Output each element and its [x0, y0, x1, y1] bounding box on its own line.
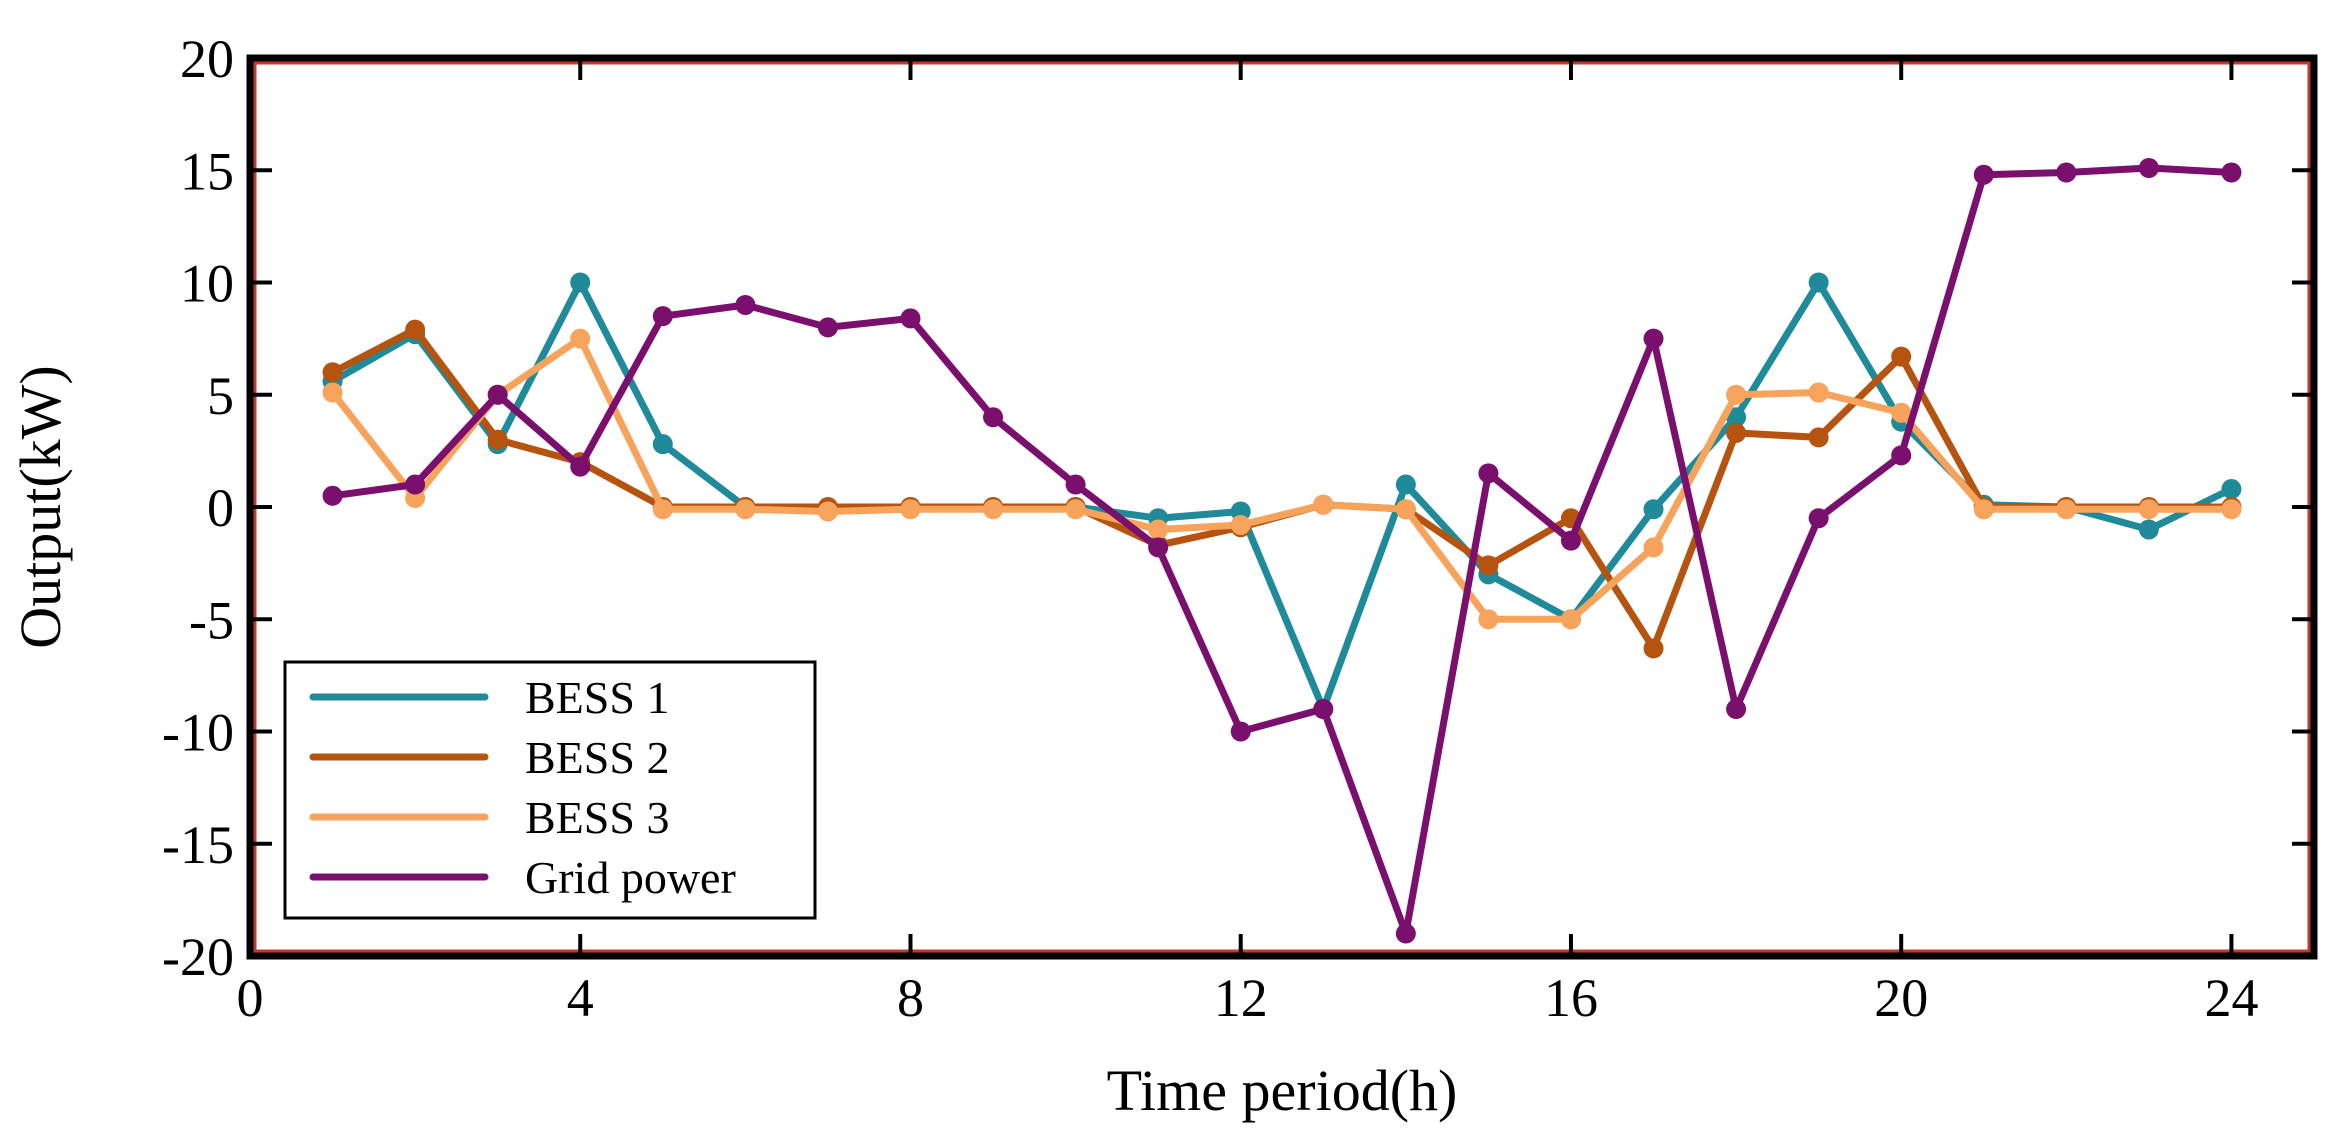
data-point [1973, 164, 1994, 185]
data-point [1891, 346, 1912, 367]
data-point [652, 306, 673, 327]
data-point [1973, 499, 1994, 520]
data-point [2056, 499, 2077, 520]
x-tick-label: 24 [2204, 968, 2258, 1028]
series-layer [322, 158, 2242, 944]
y-axis: -20 -15 -10 -5 0 5 10 15 20 [162, 29, 2314, 987]
data-point [1808, 427, 1829, 448]
data-point [983, 407, 1004, 428]
data-point [570, 328, 591, 349]
data-point [1726, 407, 1747, 428]
data-point [1643, 328, 1664, 349]
data-point [735, 499, 756, 520]
data-point [1230, 721, 1251, 742]
data-point [1891, 445, 1912, 466]
data-point [2138, 519, 2159, 540]
data-point [1808, 508, 1829, 529]
data-point [405, 319, 426, 340]
data-point [1478, 609, 1499, 630]
data-point [817, 317, 838, 338]
data-point [652, 499, 673, 520]
data-point [322, 382, 343, 403]
data-point [2221, 162, 2242, 183]
legend: BESS 1 BESS 2 BESS 3 Grid power [283, 660, 817, 920]
y-tick-label: -10 [162, 703, 234, 763]
y-tick-label: -5 [189, 590, 234, 650]
data-point [322, 362, 343, 383]
y-tick-label: 10 [180, 254, 234, 314]
data-point [1726, 699, 1747, 720]
x-tick-label: 16 [1544, 968, 1598, 1028]
y-tick-label: -20 [162, 927, 234, 987]
y-tick-label: 20 [180, 29, 234, 89]
y-tick-label: 5 [207, 366, 234, 426]
data-point [322, 485, 343, 506]
x-tick-label: 0 [237, 968, 264, 1028]
series-4 [322, 158, 2242, 944]
data-point [1560, 530, 1581, 551]
y-axis-title: Output(kW) [8, 365, 73, 649]
x-axis-title: Time period(h) [1107, 1058, 1458, 1123]
series-line [329, 164, 2235, 937]
data-point [1891, 402, 1912, 423]
data-point [2221, 499, 2242, 520]
data-point [2138, 158, 2159, 179]
data-point [1726, 384, 1747, 405]
x-tick-label: 8 [897, 968, 924, 1028]
data-point [2138, 499, 2159, 520]
x-tick-label: 4 [567, 968, 594, 1028]
data-point [1643, 499, 1664, 520]
legend-label: BESS 3 [525, 792, 669, 843]
data-point [1395, 499, 1416, 520]
data-point [1148, 519, 1169, 540]
data-point [1230, 514, 1251, 535]
data-point [983, 499, 1004, 520]
data-point [570, 456, 591, 477]
data-point [735, 294, 756, 315]
data-point [817, 501, 838, 522]
data-point [900, 308, 921, 329]
data-point [900, 499, 921, 520]
y-tick-label: 0 [207, 478, 234, 538]
data-point [1065, 499, 1086, 520]
data-point [1808, 272, 1829, 293]
data-point [570, 272, 591, 293]
data-point [1065, 474, 1086, 495]
data-point [487, 384, 508, 405]
y-tick-label: 15 [180, 141, 234, 201]
series-3 [322, 328, 2242, 630]
data-point [1643, 638, 1664, 659]
data-point [652, 434, 673, 455]
data-point [2221, 479, 2242, 500]
data-point [1478, 555, 1499, 576]
series-line [329, 279, 2235, 713]
data-point [1313, 494, 1334, 515]
data-point [1148, 537, 1169, 558]
series-line [329, 335, 2235, 623]
data-point [1395, 474, 1416, 495]
data-point [1478, 463, 1499, 484]
data-point [405, 474, 426, 495]
legend-label: Grid power [525, 852, 736, 903]
data-point [487, 429, 508, 450]
y-tick-label: -15 [162, 815, 234, 875]
x-tick-label: 20 [1874, 968, 1928, 1028]
legend-label: BESS 2 [525, 732, 669, 783]
data-point [1808, 382, 1829, 403]
data-point [1313, 699, 1334, 720]
data-point [2056, 162, 2077, 183]
data-point [1395, 923, 1416, 944]
data-point [1560, 609, 1581, 630]
x-tick-label: 12 [1214, 968, 1268, 1028]
data-point [1726, 422, 1747, 443]
data-point [1643, 537, 1664, 558]
legend-label: BESS 1 [525, 672, 669, 723]
x-axis: 0 4 8 12 16 20 24 [237, 58, 2258, 1028]
